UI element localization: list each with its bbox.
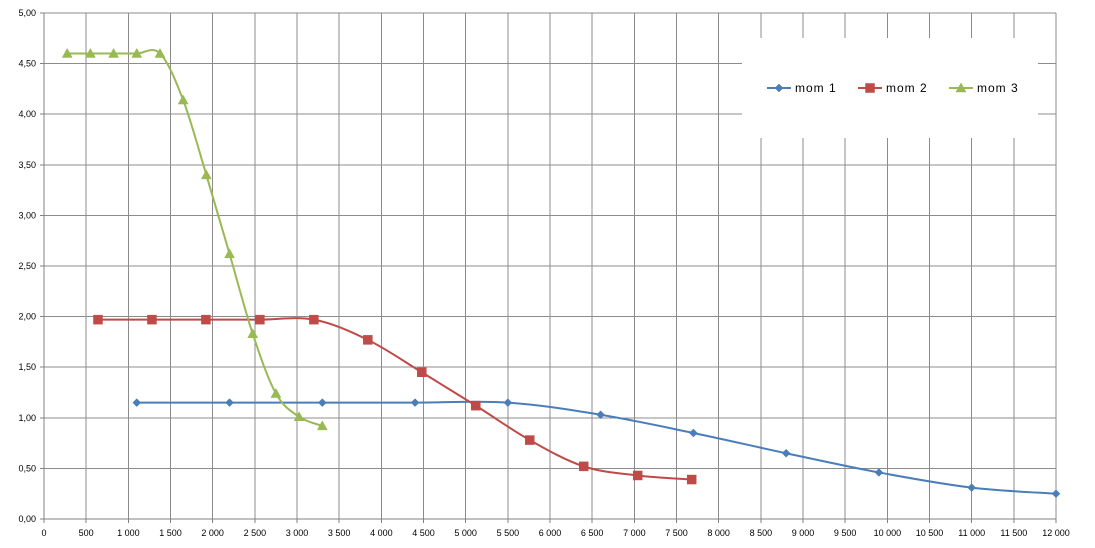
data-point-mom-2 <box>255 314 265 325</box>
y-tick-label: 3,00 <box>18 210 36 220</box>
legend-box <box>742 38 1038 138</box>
x-tick-label: 5 500 <box>497 528 520 538</box>
data-point-mom-2 <box>471 400 481 411</box>
data-point-mom-1 <box>503 398 513 407</box>
data-point-mom-3 <box>177 94 189 105</box>
x-tick-label: 12 000 <box>1042 528 1070 538</box>
x-tick-label: 6 500 <box>581 528 604 538</box>
data-point-mom-3 <box>154 47 166 58</box>
data-point-mom-3 <box>270 387 282 398</box>
x-tick-label: 2 000 <box>201 528 224 538</box>
x-tick-label: 4 000 <box>370 528 393 538</box>
y-tick-label: 0,50 <box>18 463 36 473</box>
x-tick-label: 500 <box>79 528 94 538</box>
data-point-mom-1 <box>317 398 327 407</box>
legend-item-mom-2: mom 2 <box>858 81 928 95</box>
data-point-mom-3 <box>200 169 212 180</box>
data-point-mom-1 <box>874 468 884 477</box>
y-tick-label: 3,50 <box>18 160 36 170</box>
series-mom-1 <box>132 398 1061 499</box>
data-point-mom-2 <box>686 474 697 485</box>
x-tick-label: 6 000 <box>539 528 562 538</box>
data-point-mom-2 <box>363 335 373 345</box>
data-point-mom-2 <box>417 367 427 378</box>
x-tick-label: 7 000 <box>623 528 646 538</box>
x-tick-label: 3 500 <box>328 528 351 538</box>
y-tick-label: 1,50 <box>18 362 36 372</box>
data-point-mom-2 <box>525 435 535 445</box>
x-tick-label: 1 500 <box>159 528 182 538</box>
x-tick-label: 10 000 <box>874 528 902 538</box>
legend-item-mom-3: mom 3 <box>949 81 1019 95</box>
x-tick-label: 11 000 <box>958 528 985 538</box>
data-point-mom-1 <box>781 448 791 458</box>
x-tick-label: 5 000 <box>454 528 477 538</box>
x-tick-label: 11 500 <box>1000 528 1027 538</box>
data-point-mom-1 <box>1051 489 1061 499</box>
legend-item-mom-1: mom 1 <box>767 81 837 95</box>
legend-label: mom 3 <box>977 81 1019 95</box>
x-tick-label: 1 000 <box>117 528 140 538</box>
x-tick-label: 4 500 <box>412 528 435 538</box>
x-tick-label: 8 000 <box>707 528 730 538</box>
y-tick-label: 4,00 <box>18 109 36 119</box>
x-tick-label: 9 000 <box>792 528 815 538</box>
data-point-mom-1 <box>967 483 977 492</box>
data-point-mom-3 <box>131 47 143 58</box>
x-tick-label: 3 000 <box>286 528 309 538</box>
y-tick-label: 4,50 <box>18 59 36 69</box>
data-point-mom-2 <box>93 314 103 325</box>
x-tick-label: 7 500 <box>665 528 688 538</box>
data-point-mom-2 <box>147 314 157 325</box>
data-point-mom-3 <box>84 47 96 58</box>
legend-swatch-marker <box>865 83 875 93</box>
data-point-mom-3 <box>61 47 73 58</box>
data-point-mom-1 <box>596 410 605 420</box>
data-point-mom-1 <box>132 398 142 407</box>
legend-swatch-marker <box>955 82 967 93</box>
data-point-mom-3 <box>247 328 259 339</box>
data-point-mom-3 <box>224 248 235 259</box>
legend-label: mom 2 <box>886 81 928 95</box>
series-mom-2 <box>93 314 697 485</box>
y-tick-label: 2,50 <box>18 261 36 271</box>
x-tick-label: 2 500 <box>244 528 267 538</box>
x-tick-label: 9 500 <box>834 528 857 538</box>
data-point-mom-1 <box>410 398 420 407</box>
x-tick-label: 0 <box>41 528 46 538</box>
y-tick-label: 5,00 <box>18 8 36 18</box>
legend-swatch-marker <box>774 83 784 93</box>
data-point-mom-2 <box>632 470 643 481</box>
y-tick-label: 0,00 <box>18 514 36 524</box>
data-point-mom-3 <box>316 420 328 431</box>
legend-label: mom 1 <box>795 81 837 95</box>
x-tick-label: 8 500 <box>750 528 773 538</box>
data-point-mom-2 <box>201 314 211 325</box>
x-tick-label: 10 500 <box>916 528 944 538</box>
data-point-mom-3 <box>108 47 119 58</box>
y-tick-label: 2,00 <box>18 312 36 322</box>
data-point-mom-2 <box>578 461 589 472</box>
y-tick-label: 1,00 <box>18 413 36 423</box>
data-point-mom-2 <box>309 314 319 325</box>
data-point-mom-1 <box>689 428 698 438</box>
data-point-mom-3 <box>293 411 305 422</box>
series-mom-3 <box>61 47 328 431</box>
data-point-mom-1 <box>225 398 234 407</box>
